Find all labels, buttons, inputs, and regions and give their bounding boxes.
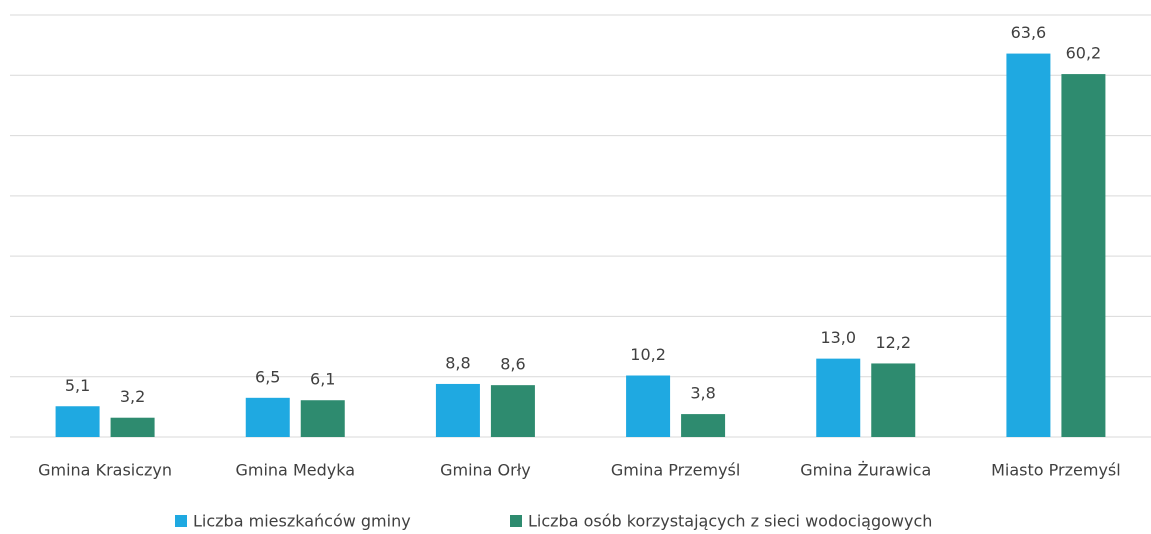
data-label: 5,1 — [65, 376, 90, 395]
bar — [490, 385, 535, 437]
legend-swatch — [175, 515, 187, 527]
bar — [816, 358, 861, 437]
data-label: 8,6 — [500, 355, 525, 374]
data-label: 12,2 — [875, 333, 911, 352]
data-label: 3,8 — [690, 384, 715, 403]
bar — [300, 400, 345, 437]
bar — [55, 406, 100, 437]
bar — [626, 375, 671, 437]
x-tick-label: Gmina Żurawica — [800, 461, 931, 480]
bar — [871, 363, 916, 437]
data-label: 60,2 — [1066, 44, 1102, 63]
data-label: 63,6 — [1011, 23, 1047, 42]
bar — [681, 414, 726, 437]
x-tick-label: Gmina Orły — [440, 461, 531, 480]
bar — [110, 417, 155, 437]
data-label: 6,1 — [310, 370, 335, 389]
data-label: 6,5 — [255, 367, 280, 386]
bar — [245, 397, 290, 437]
bar — [435, 383, 480, 437]
x-tick-label: Gmina Medyka — [235, 461, 355, 480]
data-label: 13,0 — [820, 328, 856, 347]
data-label: 10,2 — [630, 345, 666, 364]
x-tick-label: Miasto Przemyśl — [991, 461, 1121, 480]
bar — [1006, 53, 1051, 437]
legend-label: Liczba osób korzystających z sieci wodoc… — [528, 512, 932, 531]
legend-swatch — [510, 515, 522, 527]
data-label: 3,2 — [120, 387, 145, 406]
x-tick-label: Gmina Przemyśl — [611, 461, 740, 480]
data-label: 8,8 — [445, 353, 470, 372]
x-tick-label: Gmina Krasiczyn — [38, 461, 172, 480]
legend-label: Liczba mieszkańców gminy — [193, 512, 411, 531]
bar — [1061, 74, 1106, 437]
